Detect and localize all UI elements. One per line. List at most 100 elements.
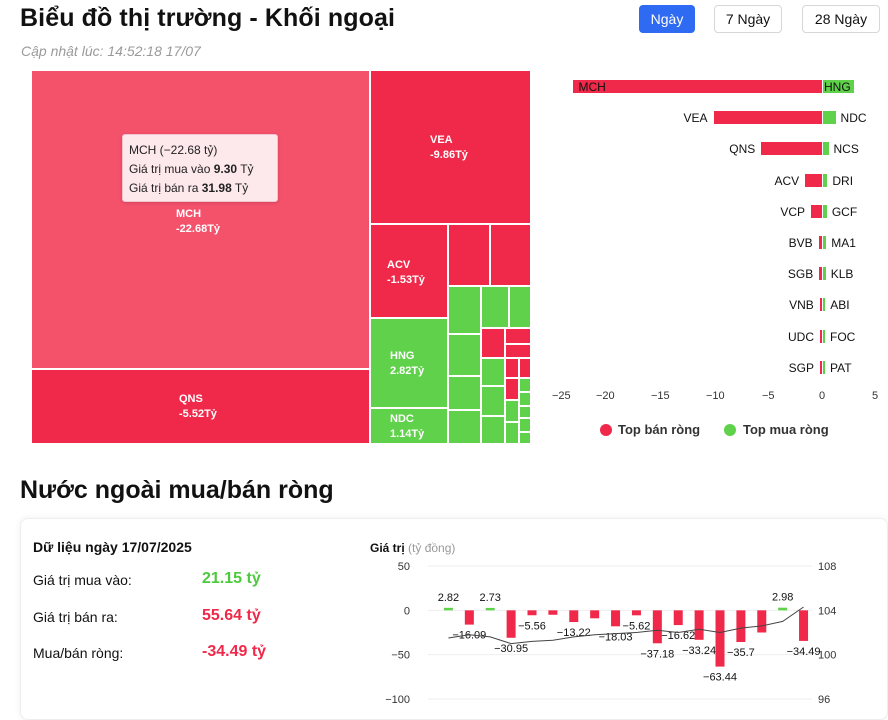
treemap-label-qns: QNS -5.52Tỷ	[179, 393, 217, 420]
legend-sell-dot	[600, 424, 612, 436]
net-bar[interactable]	[778, 607, 788, 611]
bar-value-label: 2.73	[480, 592, 501, 604]
net-bar[interactable]	[527, 610, 537, 616]
buy-bar[interactable]	[823, 111, 836, 125]
treemap-tile-small[interactable]	[481, 286, 509, 328]
hbar-tick: 5	[872, 390, 879, 402]
buy-bar[interactable]	[823, 329, 825, 343]
bar-value-label: 2.82	[438, 592, 459, 604]
treemap-tile-small[interactable]	[448, 286, 481, 334]
bar-value-label: −16.62	[661, 630, 695, 642]
y-tick-label: −100	[385, 694, 410, 706]
tab-7-days[interactable]: 7 Ngày	[714, 5, 782, 33]
treemap-tile-small[interactable]	[481, 358, 505, 386]
treemap-tile-small[interactable]	[509, 286, 531, 328]
net-bar[interactable]	[715, 610, 725, 667]
sell-bar[interactable]	[761, 142, 822, 156]
sell-value: 55.64 tỷ	[202, 607, 261, 624]
treemap-tile-small[interactable]	[448, 376, 481, 410]
net-bar-chart: 50 108 0 104 −50 100 −100 96 2.82 −16.09 2.73 −30.9…	[385, 561, 836, 706]
y2-tick-label: 100	[818, 650, 836, 662]
sell-bar[interactable]	[820, 329, 822, 343]
sell-bar[interactable]	[819, 298, 822, 312]
net-bar[interactable]	[443, 607, 453, 611]
net-bar[interactable]	[569, 610, 579, 623]
treemap-tile-small[interactable]	[448, 334, 481, 376]
sell-ticker-label: VNB	[789, 298, 814, 313]
net-bar[interactable]	[631, 610, 641, 616]
bar-value-label: −35.7	[727, 647, 755, 659]
net-bar[interactable]	[506, 610, 516, 638]
net-bar[interactable]	[736, 610, 746, 642]
treemap-tile-small[interactable]	[490, 224, 531, 286]
treemap-tile-small[interactable]	[505, 328, 531, 344]
legend-buy-dot	[724, 424, 736, 436]
treemap-tile-vea[interactable]	[370, 70, 531, 224]
treemap-tile-small[interactable]	[448, 410, 481, 444]
treemap-label-ndc: NDC 1.14Tỷ	[390, 413, 425, 440]
treemap-tile-small[interactable]	[505, 422, 519, 444]
treemap-tile-small[interactable]	[519, 406, 531, 418]
buy-ticker-label: PAT	[830, 360, 852, 375]
tab-day[interactable]: Ngày	[639, 5, 695, 33]
net-bar[interactable]	[590, 610, 600, 619]
treemap-tile-small[interactable]	[481, 416, 505, 444]
legend-buy-label[interactable]: Top mua ròng	[743, 422, 829, 437]
treemap-label-hng: HNG 2.82Tỷ	[390, 350, 425, 377]
sell-ticker-label: VEA	[683, 111, 708, 126]
treemap-tile-small[interactable]	[519, 378, 531, 392]
treemap-tile-small[interactable]	[505, 400, 519, 422]
tab-28-days[interactable]: 28 Ngày	[802, 5, 880, 33]
treemap-tile-small[interactable]	[519, 432, 531, 444]
sell-ticker-label: UDC	[788, 329, 814, 344]
treemap-tile-small[interactable]	[481, 328, 505, 358]
treemap-tile-hng[interactable]	[370, 318, 448, 408]
treemap-tile-small[interactable]	[519, 358, 531, 378]
buy-bar[interactable]	[823, 204, 827, 218]
sell-bar[interactable]	[819, 267, 822, 281]
net-bar[interactable]	[485, 607, 495, 611]
sell-ticker-label: MCH	[578, 80, 606, 94]
sell-bar[interactable]	[818, 236, 822, 249]
updated-timestamp: Cập nhật lúc: 14:52:18 17/07	[21, 43, 201, 59]
buy-bar[interactable]	[823, 267, 826, 281]
treemap-tile-small[interactable]	[505, 344, 531, 358]
sell-bar[interactable]	[805, 173, 822, 187]
net-bar[interactable]	[611, 610, 621, 627]
bar-value-label: −34.49	[787, 646, 821, 658]
date-label: Dữ liệu ngày 17/07/2025	[33, 539, 192, 555]
treemap-tile-mch[interactable]	[31, 70, 370, 369]
treemap-tile-qns[interactable]	[31, 369, 370, 444]
buy-bar[interactable]	[823, 360, 825, 374]
net-bar[interactable]	[673, 610, 683, 626]
buy-bar[interactable]	[823, 298, 826, 312]
treemap-tile-acv[interactable]	[370, 224, 448, 318]
treemap-tile-small[interactable]	[505, 358, 519, 378]
treemap-tile-small[interactable]	[505, 378, 519, 400]
buy-bar[interactable]	[823, 173, 828, 187]
buy-bar[interactable]	[823, 142, 829, 156]
sell-bar[interactable]	[811, 204, 822, 218]
buy-ticker-label: MA1	[831, 236, 856, 250]
net-bar[interactable]	[757, 610, 767, 633]
net-bar[interactable]	[464, 610, 474, 625]
sell-ticker-label: ACV	[774, 173, 800, 188]
buy-bar[interactable]	[823, 80, 855, 93]
net-bar[interactable]	[652, 610, 662, 644]
treemap-tile-small[interactable]	[519, 418, 531, 432]
sell-bar[interactable]	[820, 360, 822, 374]
buy-ticker-label: GCF	[831, 204, 858, 219]
treemap-tile-small[interactable]	[448, 224, 490, 286]
buy-bar[interactable]	[823, 236, 827, 249]
hbar-tick: −15	[651, 390, 670, 402]
treemap-tile-ndc[interactable]	[370, 408, 448, 444]
treemap-tile-small[interactable]	[519, 392, 531, 406]
buy-label: Giá trị mua vào:	[33, 572, 132, 588]
legend-sell-label[interactable]: Top bán ròng	[618, 422, 701, 437]
treemap-tile-small[interactable]	[481, 386, 505, 416]
sell-bar[interactable]	[572, 80, 822, 93]
sell-bar[interactable]	[713, 111, 822, 125]
net-bar[interactable]	[799, 610, 809, 641]
net-bar[interactable]	[694, 610, 704, 640]
net-bar[interactable]	[548, 610, 558, 615]
